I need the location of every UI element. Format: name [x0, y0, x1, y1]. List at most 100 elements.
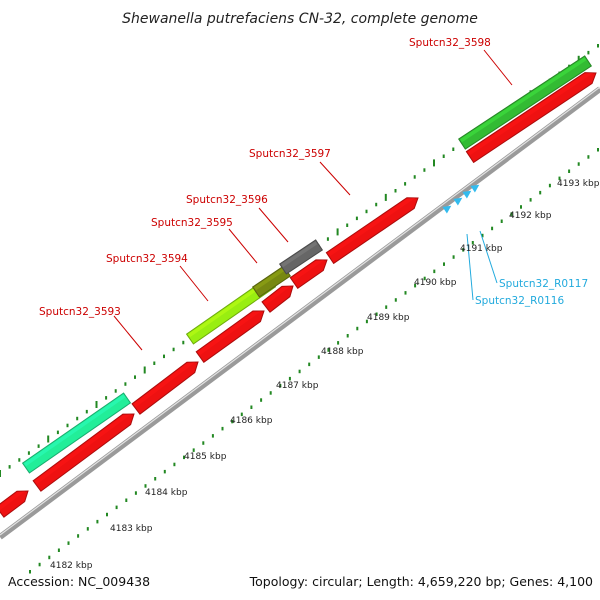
outer-dot — [172, 347, 175, 352]
scale-tick-label: 4183 kbp — [110, 524, 153, 534]
outer-dot — [8, 465, 11, 469]
feature-body — [465, 72, 597, 164]
accession-text: Accession: NC_009438 — [8, 574, 150, 589]
inner-dot — [414, 283, 417, 288]
feature-body — [0, 490, 29, 518]
inner-dot — [356, 326, 359, 331]
gene-label: Sputcn32_3594 — [106, 253, 188, 265]
backbone-line — [0, 86, 600, 540]
scale-ticks: 4182 kbp 4183 kbp 4184 kbp 4185 kbp 4186 kbp… — [50, 179, 600, 571]
inner-dot — [597, 148, 599, 152]
outer-major-tick — [0, 470, 1, 477]
inner-dot — [481, 233, 484, 238]
inner-dot — [48, 555, 51, 560]
inner-dot — [365, 319, 368, 324]
inner-dot — [317, 355, 320, 359]
inner-dot — [269, 391, 272, 395]
outer-dot — [355, 216, 358, 221]
gene-label: Sputcn32_3596 — [186, 194, 268, 206]
scale-tick-label: 4184 kbp — [145, 488, 188, 498]
gene-feature-red — [195, 310, 265, 363]
outer-dot — [153, 361, 156, 365]
outer-major-tick — [336, 228, 339, 236]
feature-body — [261, 285, 294, 313]
rna-feature-arrow — [462, 190, 472, 199]
label-leader-line — [466, 233, 474, 301]
label-leaders — [113, 49, 513, 351]
gene-feature-teal — [21, 392, 132, 474]
feature-highlight — [133, 362, 196, 408]
rna-arrow-shape — [453, 197, 463, 206]
inner-dot — [548, 183, 551, 188]
inner-dot — [260, 398, 263, 402]
inner-dot — [96, 519, 99, 524]
inner-dot — [154, 477, 157, 481]
outer-dot — [163, 354, 165, 359]
inner-dot — [279, 384, 282, 388]
feature-body — [251, 265, 292, 298]
feature-body — [195, 310, 265, 363]
scale-tick-label: 4192 kbp — [509, 211, 552, 221]
gene-feature-red — [465, 72, 597, 164]
feature-highlight — [281, 241, 318, 268]
label-leader-line — [258, 207, 289, 243]
inner-dot — [539, 190, 542, 195]
inner-dot — [337, 341, 340, 345]
label-leader-line — [113, 315, 143, 351]
map-title: Shewanella putrefaciens CN-32, complete … — [122, 11, 478, 27]
scale-tick-label: 4189 kbp — [367, 313, 410, 323]
gene-feature-red — [325, 197, 419, 265]
inner-dot — [375, 312, 378, 316]
gene-feature-gray — [278, 239, 324, 275]
label-leader-line — [319, 161, 351, 196]
inner-dot — [250, 405, 253, 409]
outer-dot — [442, 154, 445, 158]
inner-dot — [115, 505, 118, 510]
inner-dot — [385, 305, 388, 309]
rna-feature-arrow — [442, 205, 452, 214]
scale-tick-label: 4182 kbp — [50, 561, 93, 571]
inner-dot — [86, 527, 89, 531]
gene-feature-red — [131, 361, 199, 415]
outer-dot — [37, 444, 40, 448]
outer-dot — [134, 375, 136, 379]
scale-tick-label: 4188 kbp — [321, 347, 364, 357]
outer-dot — [394, 189, 397, 193]
outer-major-tick — [384, 193, 387, 201]
outer-major-tick — [577, 55, 580, 63]
inner-dot — [423, 276, 426, 281]
inner-dot — [192, 448, 195, 452]
rna-arrow-shape — [442, 205, 452, 214]
gene-feature-red — [289, 259, 328, 290]
feature-highlight — [327, 197, 416, 257]
scale-tick-label: 4187 kbp — [276, 381, 319, 391]
gene-feature-lime — [185, 276, 277, 345]
feature-highlight — [34, 413, 132, 485]
scale-tick-label: 4193 kbp — [557, 179, 600, 189]
inner-dot — [38, 562, 41, 567]
gene-labels: Sputcn32_3593 Sputcn32_3594 Sputcn32_3595 S… — [39, 37, 588, 318]
outer-dot — [326, 237, 329, 241]
inner-dot — [67, 541, 70, 545]
gene-label: Sputcn32_3595 — [151, 217, 233, 229]
outer-dot — [124, 382, 127, 386]
inner-dot — [125, 498, 128, 502]
outer-major-tick — [143, 366, 146, 374]
inner-dot — [500, 219, 503, 223]
inner-dot — [491, 226, 494, 231]
gene-features — [0, 55, 597, 518]
outer-dot — [182, 340, 185, 345]
genome-summary-text: Topology: circular; Length: 4,659,220 bp… — [249, 574, 593, 589]
outer-dot — [375, 202, 378, 207]
label-leader-line — [228, 228, 258, 264]
rna-arrow-shape — [470, 184, 480, 193]
feature-highlight — [187, 278, 271, 338]
inner-dot — [568, 169, 571, 173]
feature-highlight — [467, 72, 594, 156]
inner-dot — [558, 176, 561, 181]
outer-dot — [27, 451, 30, 455]
outer-dot — [404, 182, 407, 186]
inner-dot — [587, 155, 590, 159]
gene-feature-green — [458, 55, 593, 150]
